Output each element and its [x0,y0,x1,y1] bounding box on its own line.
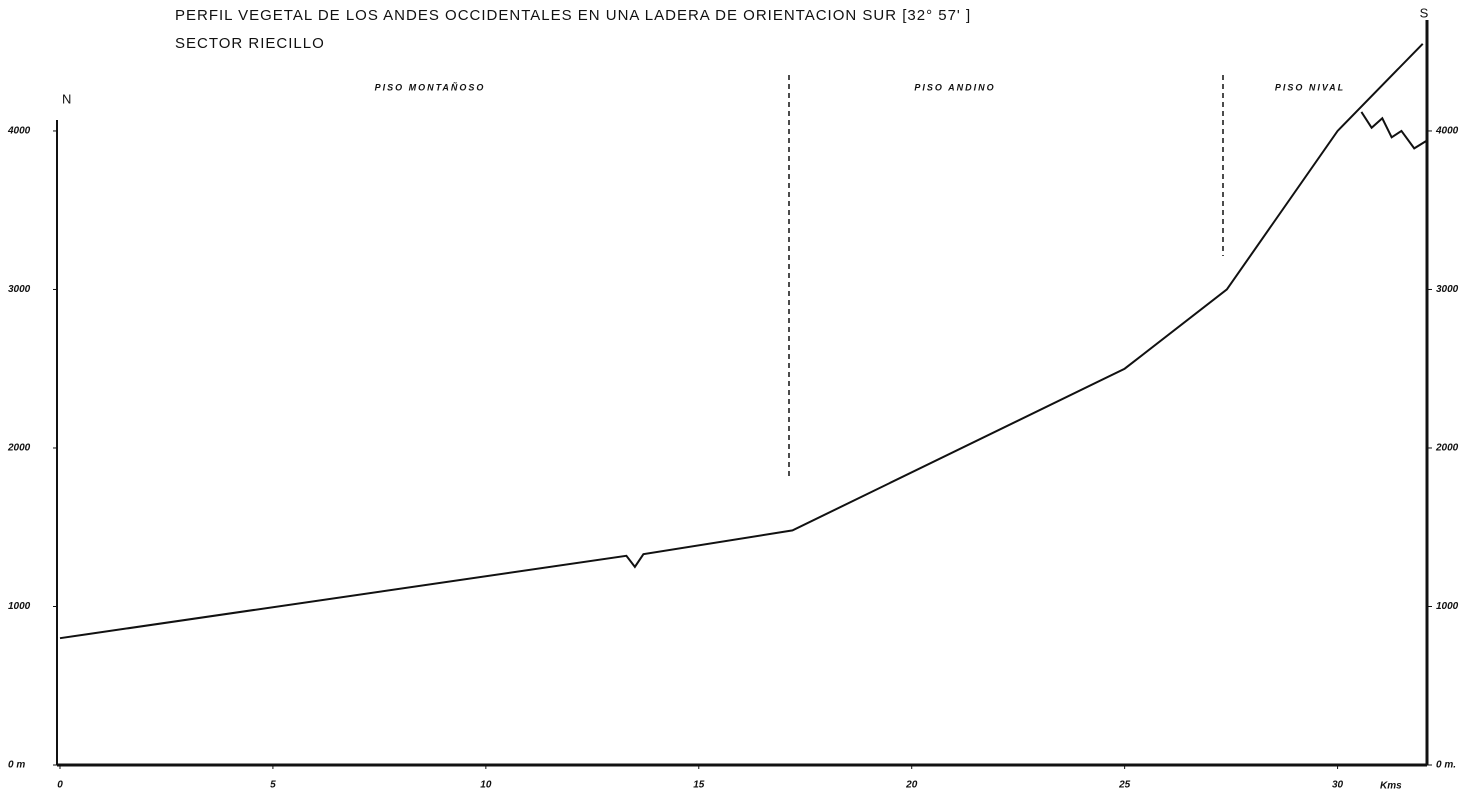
profile-line [60,44,1423,638]
x-tick-label: 15 [693,780,705,791]
y2-tick-label: 4000 [1435,126,1459,137]
x-tick-label: 10 [480,780,492,791]
y2-tick-label: 1000 [1436,601,1459,612]
x-tick-label: 0 [57,780,63,791]
x-tick-label: 20 [905,780,918,791]
chart-subtitle: SECTOR RIECILLO [175,35,325,52]
y-tick-label: 4000 [7,126,31,137]
chart: PERFIL VEGETAL DE LOS ANDES OCCIDENTALES… [0,0,1467,793]
south-label: S [1420,5,1429,20]
x-tick-label: 30 [1332,780,1344,791]
y2-tick-label: 2000 [1435,443,1459,454]
y-tick-label: 2000 [7,443,31,454]
y-tick-label: 3000 [8,284,31,295]
x-tick-label: 5 [270,780,276,791]
y2-tick-label: 3000 [1436,284,1459,295]
zone-label: PISO MONTAÑOSO [375,82,486,92]
y2-tick-label: 0 m. [1436,760,1456,771]
y-tick-label: 0 m [8,760,25,771]
zone-label: PISO NIVAL [1275,82,1345,92]
y-tick-label: 1000 [8,601,31,612]
zone-label: PISO ANDINO [914,82,995,92]
chart-title: PERFIL VEGETAL DE LOS ANDES OCCIDENTALES… [175,7,971,24]
x-tick-label: 25 [1118,780,1131,791]
north-label: N [62,91,71,106]
x-axis-label: Kms [1380,781,1402,792]
profile-line [1361,112,1427,148]
